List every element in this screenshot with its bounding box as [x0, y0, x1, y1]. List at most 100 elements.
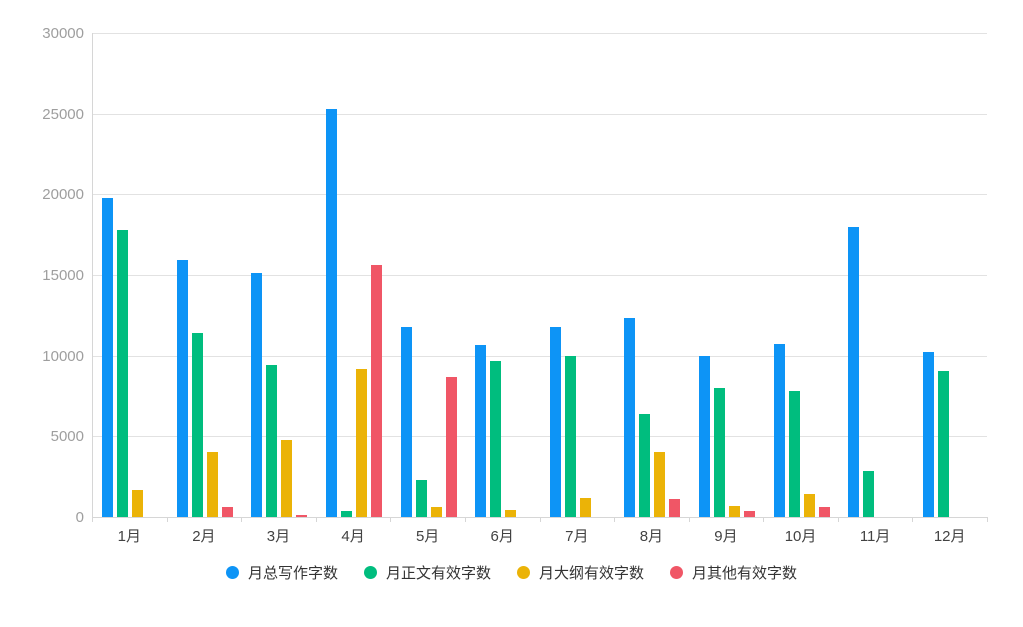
bar[interactable]	[266, 365, 278, 517]
y-axis-label: 0	[75, 509, 84, 526]
legend-item[interactable]: 月总写作字数	[225, 562, 338, 583]
bar[interactable]	[475, 345, 487, 517]
plot-area	[92, 33, 988, 518]
bar[interactable]	[624, 318, 636, 517]
bar-group	[839, 33, 914, 517]
bar-group	[541, 33, 616, 517]
y-axis-label: 25000	[42, 105, 84, 123]
bar[interactable]	[564, 356, 576, 517]
bar-group	[764, 33, 839, 517]
legend-item[interactable]: 月正文有效字数	[363, 562, 491, 583]
bar-group	[466, 33, 541, 517]
bar[interactable]	[743, 511, 755, 517]
bar[interactable]	[415, 480, 427, 517]
legend-marker-icon	[517, 566, 530, 579]
x-axis-label: 5月	[415, 528, 440, 545]
bar[interactable]	[669, 499, 681, 517]
bar[interactable]	[937, 371, 949, 517]
bar[interactable]	[505, 510, 517, 517]
legend: 月总写作字数 月正文有效字数 月大纲有效字数 月其他有效字数	[0, 562, 1023, 583]
bar[interactable]	[102, 198, 114, 517]
bar[interactable]	[728, 506, 740, 517]
bar[interactable]	[863, 471, 875, 517]
bar[interactable]	[788, 391, 800, 517]
bar[interactable]	[341, 511, 353, 517]
gridline	[93, 275, 987, 276]
legend-item[interactable]: 月大纲有效字数	[517, 562, 644, 583]
bar[interactable]	[132, 490, 144, 517]
bar[interactable]	[191, 333, 203, 517]
bar[interactable]	[326, 109, 338, 517]
bar[interactable]	[117, 230, 129, 517]
bar[interactable]	[803, 494, 815, 517]
x-axis-label: 12月	[933, 528, 966, 545]
axis-tick	[241, 517, 243, 522]
bar[interactable]	[579, 498, 591, 517]
bar-group	[615, 33, 690, 517]
x-axis-label: 4月	[341, 528, 365, 545]
bar[interactable]	[221, 507, 233, 517]
bar[interactable]	[654, 452, 666, 517]
y-axis-label: 20000	[42, 186, 84, 204]
legend-item-label: 月大纲有效字数	[539, 565, 645, 582]
bar[interactable]	[818, 507, 830, 517]
x-axis-label: 11月	[859, 528, 891, 545]
bar[interactable]	[713, 388, 725, 517]
gridline	[93, 194, 987, 196]
gridline	[93, 355, 987, 357]
bar[interactable]	[639, 414, 651, 517]
x-axis-label: 7月	[565, 528, 589, 545]
bar[interactable]	[371, 265, 383, 517]
axis-tick	[315, 517, 317, 522]
x-axis-label: 2月	[192, 528, 216, 545]
axis-tick	[912, 517, 914, 522]
bar[interactable]	[445, 377, 457, 517]
x-axis-label: 8月	[639, 528, 664, 545]
legend-marker-icon	[670, 566, 684, 579]
bar[interactable]	[848, 227, 860, 517]
bar-group	[317, 33, 392, 517]
axis-tick	[837, 517, 839, 522]
y-axis-label: 5000	[50, 428, 84, 446]
bar[interactable]	[296, 515, 308, 517]
bar[interactable]	[206, 452, 218, 517]
bar[interactable]	[698, 356, 710, 517]
x-axis-label: 10月	[784, 528, 817, 545]
bar-group	[391, 33, 466, 517]
bar[interactable]	[430, 507, 442, 517]
bar-group	[93, 33, 168, 517]
legend-item-label: 月总写作字数	[247, 565, 338, 582]
bar-group	[242, 33, 317, 517]
bar[interactable]	[356, 369, 368, 517]
bar-group	[168, 33, 243, 517]
bar[interactable]	[281, 440, 293, 517]
x-axis-label: 1月	[117, 528, 141, 545]
bar[interactable]	[549, 327, 561, 517]
bar[interactable]	[176, 260, 188, 517]
bar-group	[913, 33, 988, 517]
bar[interactable]	[400, 327, 412, 517]
axis-tick	[464, 517, 466, 522]
legend-item[interactable]: 月其他有效字数	[670, 562, 797, 583]
y-axis-label: 30000	[42, 25, 84, 42]
axis-tick	[688, 517, 690, 522]
bar[interactable]	[490, 361, 502, 517]
gridline	[93, 33, 987, 34]
axis-tick	[987, 517, 988, 522]
bar[interactable]	[922, 352, 934, 517]
legend-marker-icon	[363, 566, 377, 579]
bar[interactable]	[773, 344, 785, 517]
legend-item-label: 月其他有效字数	[692, 565, 798, 582]
axis-tick	[614, 517, 616, 522]
gridline	[93, 113, 987, 115]
gridline	[93, 436, 987, 438]
axis-tick	[539, 517, 541, 522]
axis-tick	[166, 517, 168, 522]
bar[interactable]	[251, 273, 263, 517]
legend-item-label: 月正文有效字数	[385, 565, 491, 582]
y-axis-label: 10000	[42, 347, 84, 365]
axis-tick	[763, 517, 765, 522]
y-axis-label: 15000	[42, 267, 84, 284]
x-axis-label: 6月	[490, 528, 514, 545]
